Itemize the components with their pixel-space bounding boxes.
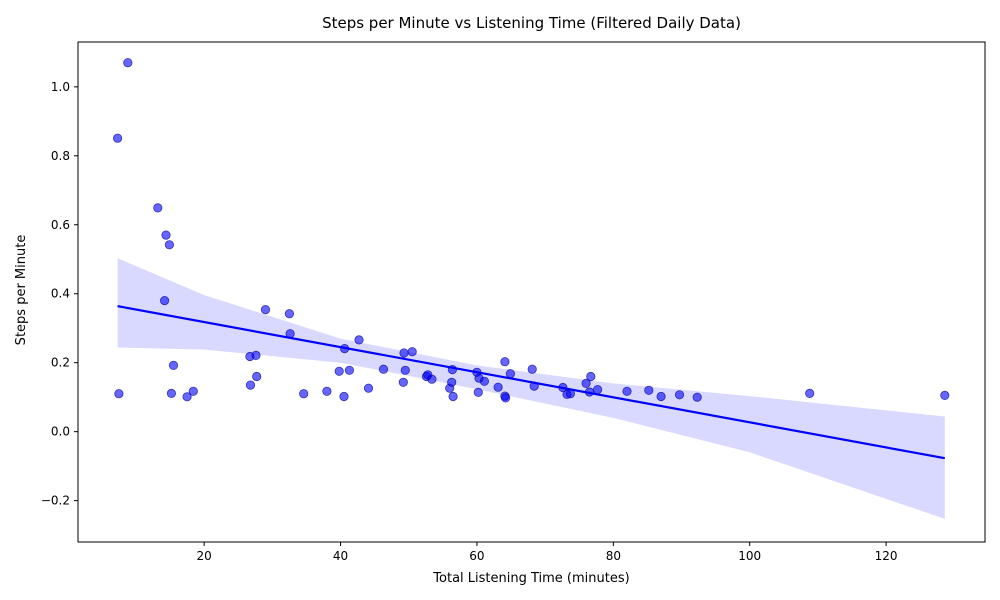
data-point xyxy=(339,391,349,402)
data-point xyxy=(284,309,294,319)
data-point xyxy=(299,389,309,399)
data-point xyxy=(251,350,261,360)
data-point xyxy=(692,392,702,402)
data-point xyxy=(245,380,256,390)
data-point xyxy=(473,387,483,397)
data-point xyxy=(123,58,133,68)
y-tick-label: 0.0 xyxy=(51,425,70,439)
data-point xyxy=(674,390,685,400)
data-point xyxy=(113,133,123,143)
data-point xyxy=(656,391,666,402)
data-point xyxy=(527,364,537,374)
data-point xyxy=(427,374,437,384)
plot-frame xyxy=(77,41,986,543)
chart-title: Steps per Minute vs Listening Time (Filt… xyxy=(322,14,741,32)
data-point xyxy=(153,203,163,213)
x-tick-label: 80 xyxy=(606,549,621,563)
x-tick-label: 100 xyxy=(738,549,761,563)
data-point xyxy=(166,388,176,398)
y-tick-label: 0.6 xyxy=(51,218,70,232)
y-tick-label: −0.2 xyxy=(41,494,70,508)
y-tick-label: 0.4 xyxy=(51,287,70,301)
data-point xyxy=(182,392,192,402)
data-point xyxy=(378,364,389,374)
data-point xyxy=(505,369,515,379)
data-point xyxy=(407,347,417,357)
data-point xyxy=(363,383,374,393)
data-point xyxy=(260,304,271,315)
data-point xyxy=(164,240,174,250)
data-point xyxy=(500,357,510,367)
data-point xyxy=(581,378,591,388)
data-point xyxy=(644,385,654,395)
data-point xyxy=(161,230,171,240)
x-tick-label: 20 xyxy=(197,549,212,563)
x-tick-label: 120 xyxy=(875,549,898,563)
data-point xyxy=(500,393,511,403)
data-point xyxy=(114,389,124,399)
data-point xyxy=(805,388,815,398)
data-point xyxy=(398,377,408,387)
data-point xyxy=(447,377,457,387)
plot-area xyxy=(113,58,950,519)
data-point xyxy=(479,376,489,386)
regression-line xyxy=(117,305,945,460)
data-point xyxy=(586,371,596,382)
y-axis-label: Steps per Minute xyxy=(14,235,29,346)
data-point xyxy=(940,390,950,400)
data-point xyxy=(493,382,503,392)
x-axis: 20 40 60 80 100 120 xyxy=(197,542,898,563)
y-tick-label: 0.2 xyxy=(51,356,70,370)
data-point xyxy=(322,386,332,396)
data-point xyxy=(399,348,409,358)
y-axis: −0.2 0.0 0.2 0.4 0.6 0.8 1.0 xyxy=(41,80,78,508)
x-axis-label: Total Listening Time (minutes) xyxy=(432,571,629,586)
data-point xyxy=(592,384,603,395)
data-point xyxy=(344,365,354,375)
x-tick-label: 40 xyxy=(333,549,348,563)
y-tick-label: 0.8 xyxy=(51,149,70,163)
data-point xyxy=(160,295,170,306)
data-point xyxy=(252,371,262,382)
data-point xyxy=(622,386,632,396)
data-point xyxy=(354,335,364,345)
data-point xyxy=(188,386,198,396)
data-point xyxy=(448,391,458,402)
y-tick-label: 1.0 xyxy=(51,80,70,94)
data-point xyxy=(400,365,410,375)
data-point xyxy=(168,360,179,370)
x-tick-label: 60 xyxy=(469,549,484,563)
data-point xyxy=(334,366,344,376)
